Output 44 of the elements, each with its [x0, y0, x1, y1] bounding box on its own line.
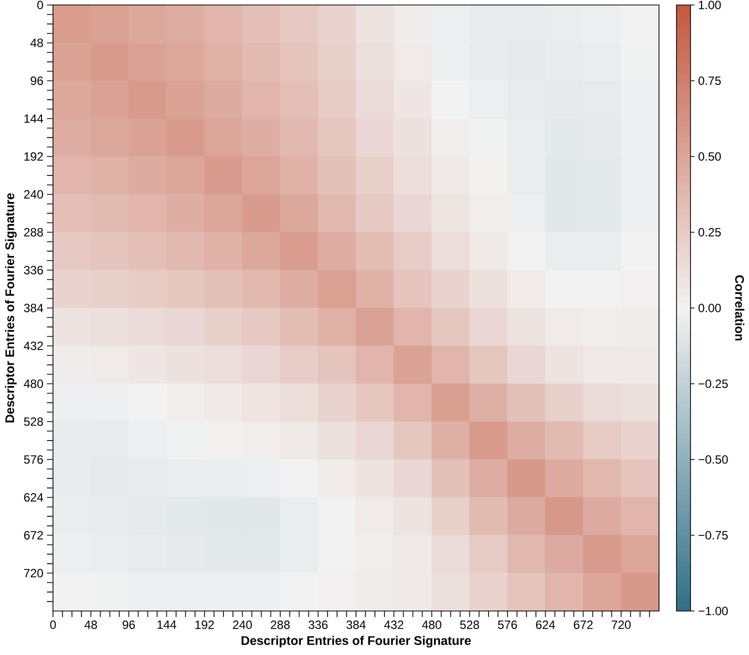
x-tick-label: 192: [195, 620, 214, 629]
color-bar-label: 1.00: [698, 0, 721, 10]
x-tick-label: 624: [536, 620, 555, 629]
y-tick-label: 672: [24, 531, 43, 540]
x-tick-label: 96: [122, 620, 135, 629]
x-axis-title: Descriptor Entries of Fourier Signature: [242, 636, 471, 648]
x-tick-label: 144: [158, 620, 176, 629]
y-tick-label: 624: [24, 493, 44, 502]
color-bar-label: 0.00: [698, 304, 721, 312]
y-tick-label: 336: [24, 266, 43, 274]
x-tick-label: 48: [84, 620, 97, 629]
y-tick-label: 96: [30, 76, 43, 85]
x-tick-label: 336: [308, 620, 328, 629]
y-tick-label: 192: [24, 152, 43, 161]
x-tick-label: 720: [612, 620, 631, 629]
y-tick-label: 720: [24, 568, 44, 578]
y-tick-label: 480: [24, 380, 44, 388]
color-bar-label: 0.50: [698, 152, 721, 161]
x-tick-label: 528: [460, 620, 480, 629]
y-axis-title: Descriptor Entries of Fourier Signature: [5, 193, 17, 422]
x-tick-label: 480: [422, 620, 442, 629]
color-bar-label: −0.25: [698, 380, 728, 388]
y-tick-label: 240: [24, 190, 44, 199]
y-tick-label: 0: [37, 0, 44, 10]
color-bar-label: 0.75: [698, 76, 721, 85]
color-bar-label: −0.75: [698, 531, 728, 540]
x-tick-label: 432: [384, 620, 404, 629]
color-bar-label: −0.50: [698, 455, 728, 464]
x-tick-label: 288: [270, 620, 290, 629]
y-tick-label: 144: [24, 114, 44, 123]
y-tick-label: 432: [24, 342, 43, 350]
color-bar-label: 0.25: [698, 228, 721, 236]
y-tick-label: 576: [24, 455, 43, 464]
color-bar-label: −1.00: [698, 606, 728, 616]
y-tick-label: 528: [24, 417, 43, 426]
x-tick-label: 384: [346, 620, 366, 629]
x-tick-label: 0: [50, 620, 56, 629]
x-tick-label: 672: [574, 620, 593, 629]
color-bar-title: Correlation: [735, 275, 744, 340]
y-tick-label: 48: [30, 38, 43, 48]
y-tick-label: 288: [24, 228, 43, 236]
x-tick-label: 240: [232, 620, 252, 629]
y-tick-label: 384: [24, 304, 44, 312]
x-tick-label: 576: [498, 620, 517, 629]
